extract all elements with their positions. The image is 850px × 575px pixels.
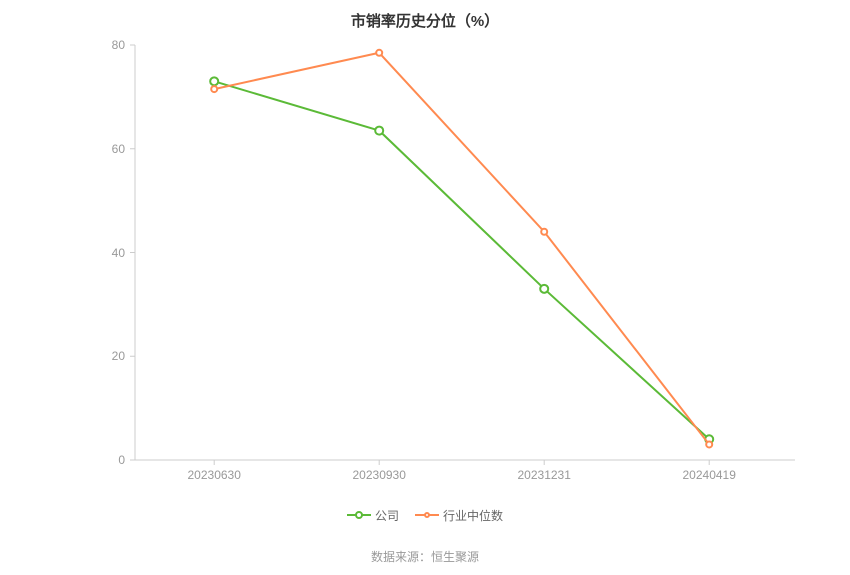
y-tick-label: 60 bbox=[95, 142, 125, 156]
legend-item[interactable]: 公司 bbox=[347, 507, 399, 524]
y-tick-label: 40 bbox=[95, 246, 125, 260]
x-tick-label: 20230930 bbox=[352, 468, 405, 482]
source-prefix: 数据来源： bbox=[371, 550, 431, 564]
x-tick-label: 20230630 bbox=[187, 468, 240, 482]
y-tick-label: 0 bbox=[95, 453, 125, 467]
chart-plot bbox=[0, 0, 850, 575]
legend-label: 公司 bbox=[375, 507, 399, 524]
x-tick-label: 20240419 bbox=[682, 468, 735, 482]
legend-line-icon bbox=[347, 514, 371, 516]
data-source: 数据来源：恒生聚源 bbox=[0, 548, 850, 565]
source-text: 恒生聚源 bbox=[431, 550, 479, 564]
legend: 公司 行业中位数 bbox=[0, 505, 850, 524]
x-tick-label: 20231231 bbox=[517, 468, 570, 482]
y-tick-label: 20 bbox=[95, 349, 125, 363]
legend-label: 行业中位数 bbox=[443, 507, 503, 524]
chart-container: 市销率历史分位（%） 020406080 2023063020230930202… bbox=[0, 0, 850, 575]
legend-line-icon bbox=[415, 514, 439, 516]
y-tick-label: 80 bbox=[95, 38, 125, 52]
legend-marker-icon bbox=[355, 511, 363, 519]
legend-marker-icon bbox=[424, 512, 430, 518]
legend-item[interactable]: 行业中位数 bbox=[415, 507, 503, 524]
